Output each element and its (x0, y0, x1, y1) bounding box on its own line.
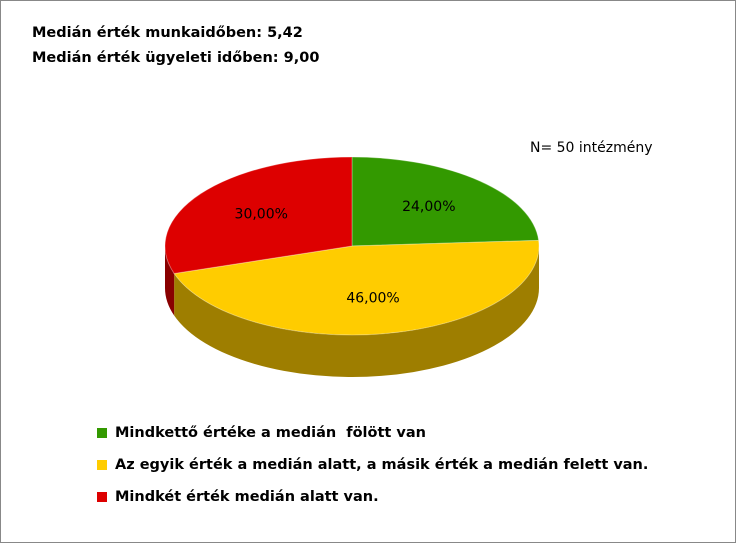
data-label: 30,00% (235, 207, 288, 223)
legend-label: Mindkettő értéke a medián fölött van (115, 425, 426, 441)
legend-swatch (97, 460, 107, 470)
slice (164, 156, 353, 275)
legend-label: Mindkét érték medián alatt van. (115, 489, 379, 505)
slice (173, 239, 540, 336)
slice-side (165, 246, 175, 316)
data-label: 46,00% (346, 290, 399, 306)
legend-swatch (97, 492, 107, 502)
data-label: 24,00% (402, 199, 455, 215)
slice (351, 156, 540, 247)
slice-side (174, 246, 539, 377)
legend-label: Az egyik érték a medián alatt, a másik é… (115, 457, 648, 473)
legend-swatch (97, 428, 107, 438)
annotation: Medián érték munkaidőben: 5,42 (32, 25, 303, 41)
annotation: Medián érték ügyeleti időben: 9,00 (32, 50, 319, 66)
annotation: N= 50 intézmény (530, 140, 653, 156)
